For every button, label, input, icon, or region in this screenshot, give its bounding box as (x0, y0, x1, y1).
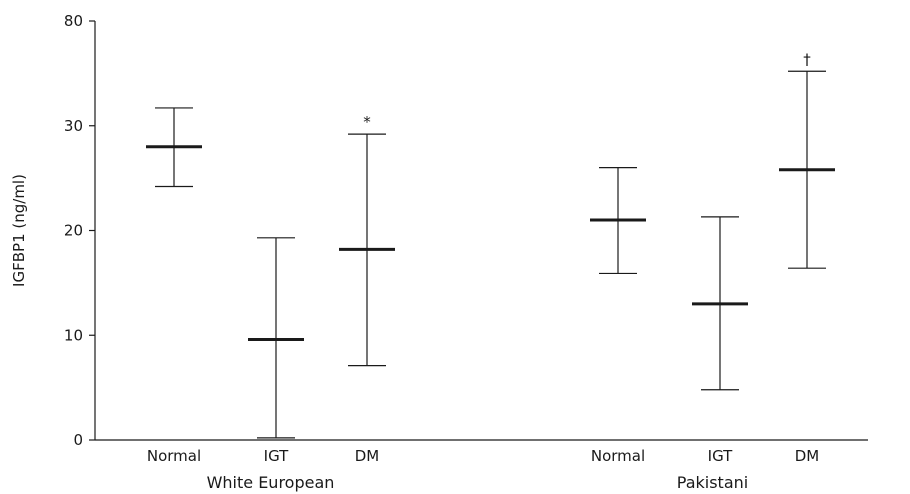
x-category-label: DM (795, 447, 820, 465)
y-axis: 0 10 20 30 80 (64, 12, 96, 449)
y-tick-label: 0 (73, 431, 83, 449)
error-bar: † (779, 50, 835, 269)
x-group-label: Pakistani (677, 473, 748, 492)
y-tick-label: 20 (64, 222, 83, 240)
error-bar (590, 167, 646, 275)
x-category-label: Normal (147, 447, 201, 465)
x-category-label: IGT (264, 447, 290, 465)
y-tick-label: 10 (64, 326, 83, 344)
x-group-label: White European (207, 473, 335, 492)
error-bars: *† (146, 50, 835, 439)
error-bar (248, 237, 304, 439)
group-labels: White European Pakistani (207, 473, 749, 492)
significance-marker: * (363, 113, 371, 131)
x-category-label: DM (355, 447, 380, 465)
error-bar (692, 216, 748, 391)
error-bar: * (339, 113, 395, 367)
significance-marker: † (803, 50, 811, 68)
error-bar (146, 107, 202, 188)
category-labels: Normal IGT DM Normal IGT DM (147, 447, 819, 465)
x-category-label: Normal (591, 447, 645, 465)
y-tick-label: 80 (64, 12, 83, 30)
x-category-label: IGT (708, 447, 734, 465)
y-tick-label: 30 (64, 117, 83, 135)
y-axis-label: IGFBP1 (ng/ml) (10, 174, 28, 287)
